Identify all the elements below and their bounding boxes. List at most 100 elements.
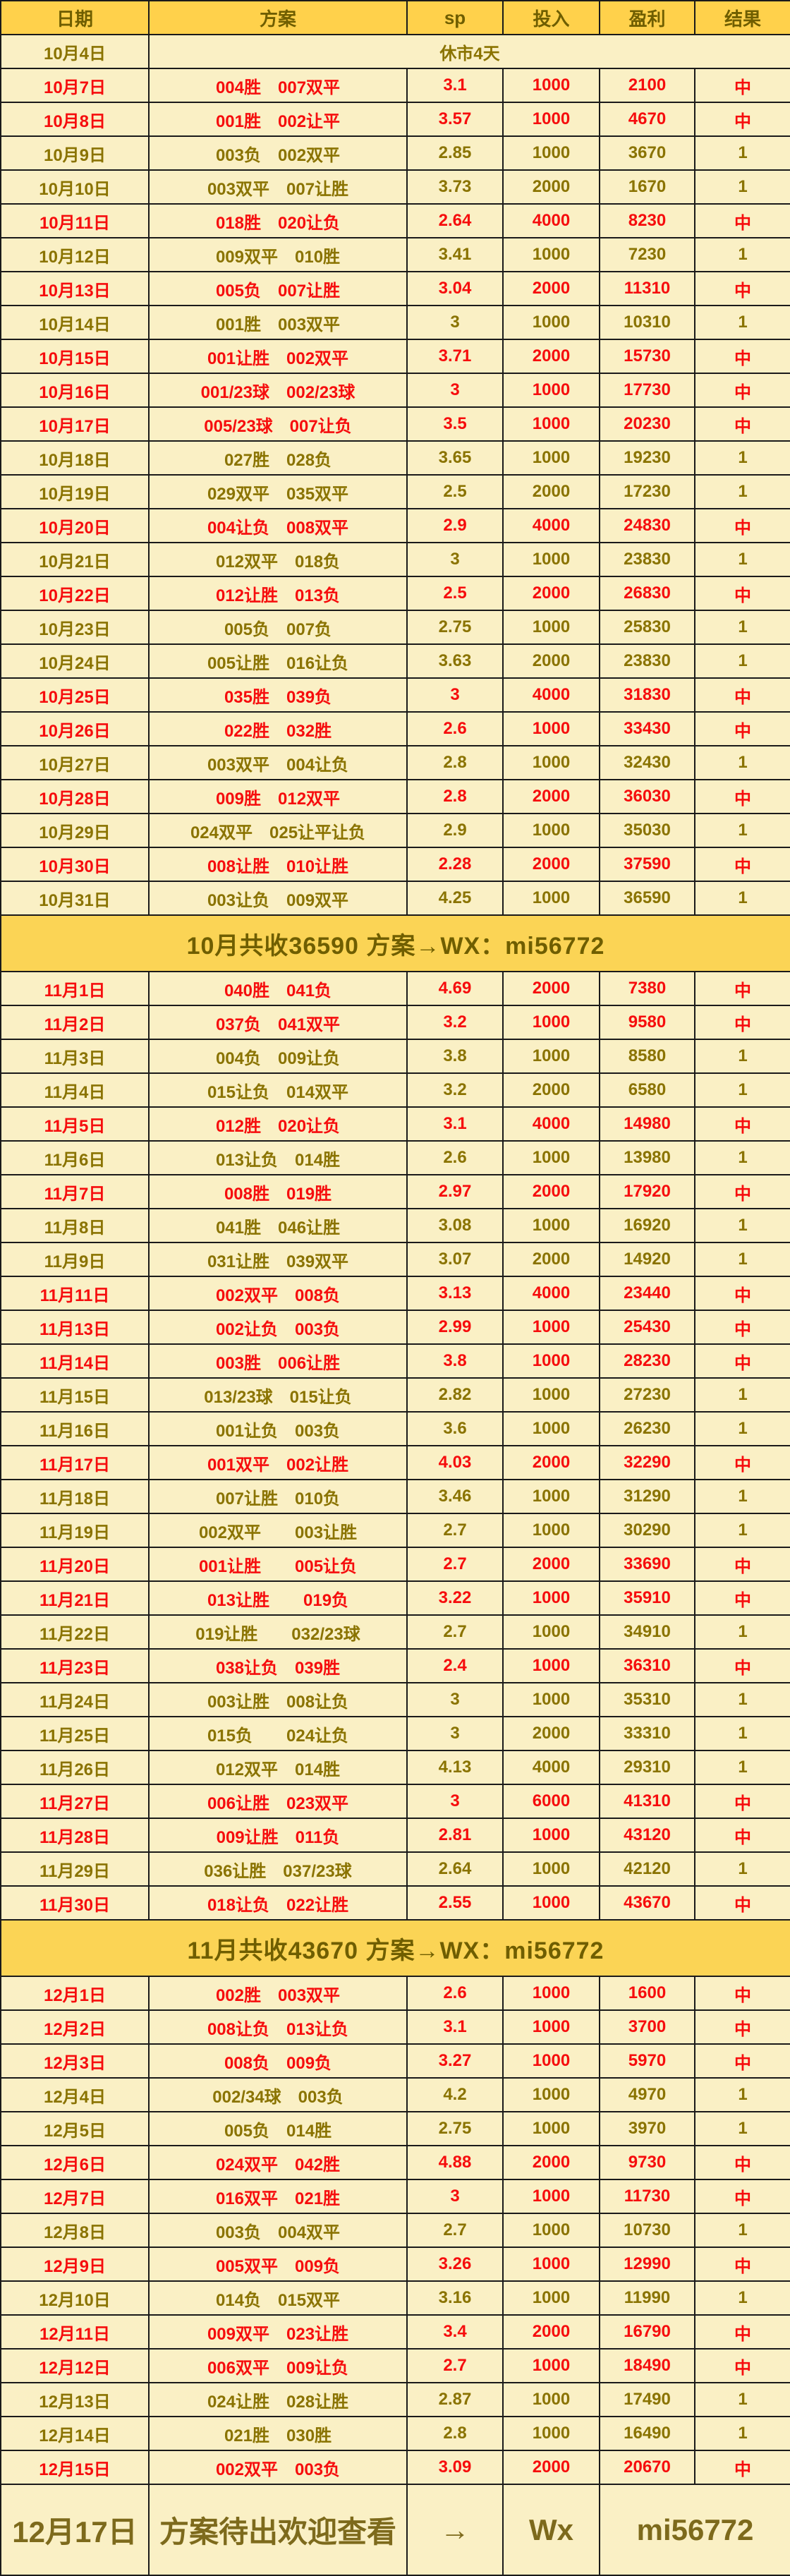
month-summary-row: 11月共收43670 方案→WX：mi56772 <box>0 1919 790 1977</box>
plan-cell: 002双平 003负 <box>148 2450 408 2485</box>
result-cell: 中 <box>694 576 790 611</box>
plan-cell: 002双平 003让胜 <box>148 1513 408 1548</box>
profit-cell: 33690 <box>599 1547 695 1582</box>
date-cell: 11月3日 <box>0 1039 150 1074</box>
table-row: 11月9日 031让胜 039双平 3.07 2000 14920 1 <box>0 1242 790 1277</box>
table-row: 11月2日 037负 041双平 3.2 1000 9580 中 <box>0 1005 790 1040</box>
table-row: 10月26日 022胜 032胜 2.6 1000 33430 中 <box>0 711 790 746</box>
date-cell: 10月29日 <box>0 813 150 848</box>
profit-cell: 8230 <box>599 203 695 238</box>
result-cell: 1 <box>694 2416 790 2451</box>
profit-cell: 16490 <box>599 2416 695 2451</box>
date-cell: 10月22日 <box>0 576 150 611</box>
result-cell: 1 <box>694 2213 790 2248</box>
plan-cell: 036让胜 037/23球 <box>148 1851 408 1887</box>
invest-cell: 4000 <box>502 677 600 713</box>
result-cell: 中 <box>694 508 790 543</box>
plan-cell: 018让负 022让胜 <box>148 1885 408 1921</box>
date-cell: 11月29日 <box>0 1851 150 1887</box>
sp-cell: 2.6 <box>406 1976 504 2011</box>
result-cell: 中 <box>694 1343 790 1379</box>
plan-cell: 015负 024让负 <box>148 1716 408 1751</box>
invest-cell: 1000 <box>502 1648 600 1683</box>
result-cell: 1 <box>694 440 790 476</box>
sp-cell: 4.03 <box>406 1445 504 1480</box>
sp-cell: 2.8 <box>406 779 504 814</box>
plan-cell: 009双平 023让胜 <box>148 2314 408 2350</box>
date-cell: 10月7日 <box>0 68 150 103</box>
invest-cell: 4000 <box>502 1276 600 1311</box>
header-sp: sp <box>406 0 504 35</box>
plan-cell: 006双平 009让负 <box>148 2348 408 2383</box>
header-plan: 方案 <box>148 0 408 35</box>
sp-cell: 3.09 <box>406 2450 504 2485</box>
invest-cell: 1000 <box>502 2077 600 2112</box>
sp-cell: 3.57 <box>406 102 504 137</box>
invest-cell: 4000 <box>502 1106 600 1142</box>
plan-cell: 013让负 014胜 <box>148 1140 408 1175</box>
sp-cell: 2.81 <box>406 1818 504 1853</box>
date-cell: 10月25日 <box>0 677 150 713</box>
table-row: 11月22日 019让胜 032/23球 2.7 1000 34910 1 <box>0 1614 790 1650</box>
sp-cell: 4.69 <box>406 971 504 1006</box>
sp-cell: 3.1 <box>406 1106 504 1142</box>
table-row: 10月13日 005负 007让胜 3.04 2000 11310 中 <box>0 271 790 306</box>
header-result: 结果 <box>694 0 790 35</box>
date-cell: 10月12日 <box>0 237 150 272</box>
plan-cell: 015让负 014双平 <box>148 1072 408 1108</box>
date-cell: 10月30日 <box>0 847 150 882</box>
plan-cell: 037负 041双平 <box>148 1005 408 1040</box>
result-cell: 中 <box>694 1106 790 1142</box>
sp-cell: 3 <box>406 2179 504 2214</box>
sp-cell: 2.5 <box>406 474 504 509</box>
profit-cell: 11990 <box>599 2280 695 2316</box>
result-cell: 中 <box>694 779 790 814</box>
date-cell: 10月4日 <box>0 34 150 69</box>
date-cell: 11月19日 <box>0 1513 150 1548</box>
sp-cell: 3 <box>406 542 504 577</box>
invest-cell: 6000 <box>502 1784 600 1819</box>
invest-cell: 1000 <box>502 1039 600 1074</box>
profit-cell: 1600 <box>599 1976 695 2011</box>
sp-cell: 2.8 <box>406 2416 504 2451</box>
table-row: 10月22日 012让胜 013负 2.5 2000 26830 中 <box>0 576 790 611</box>
plan-cell: 035胜 039负 <box>148 677 408 713</box>
date-cell: 11月24日 <box>0 1682 150 1717</box>
invest-cell: 1000 <box>502 1208 600 1243</box>
plan-cell: 041胜 046让胜 <box>148 1208 408 1243</box>
sp-cell: 3 <box>406 1716 504 1751</box>
profit-cell: 36590 <box>599 881 695 916</box>
invest-cell: 2000 <box>502 1547 600 1582</box>
table-row: 12月11日 009双平 023让胜 3.4 2000 16790 中 <box>0 2314 790 2350</box>
profit-cell: 17230 <box>599 474 695 509</box>
table-row: 11月6日 013让负 014胜 2.6 1000 13980 1 <box>0 1140 790 1175</box>
sp-cell: 3.63 <box>406 643 504 679</box>
invest-cell: 1000 <box>502 813 600 848</box>
result-cell: 中 <box>694 1445 790 1480</box>
profit-cell: 16920 <box>599 1208 695 1243</box>
plan-cell: 008负 009负 <box>148 2043 408 2079</box>
date-cell: 12月2日 <box>0 2009 150 2045</box>
plan-cell: 005负 014胜 <box>148 2111 408 2146</box>
table-row: 12月10日 014负 015双平 3.16 1000 11990 1 <box>0 2280 790 2316</box>
sp-cell: 3.41 <box>406 237 504 272</box>
sp-cell: 2.87 <box>406 2382 504 2417</box>
header-row: 日期 方案 sp 投入 盈利 结果 <box>0 0 790 35</box>
date-cell: 10月17日 <box>0 406 150 442</box>
date-cell: 11月13日 <box>0 1310 150 1345</box>
invest-cell: 1000 <box>502 1310 600 1345</box>
plan-cell: 031让胜 039双平 <box>148 1242 408 1277</box>
plan-cell: 003让负 009双平 <box>148 881 408 916</box>
date-cell: 10月9日 <box>0 135 150 171</box>
plan-cell: 005负 007负 <box>148 610 408 645</box>
arrow-cell: → <box>406 2484 504 2576</box>
date-cell: 11月22日 <box>0 1614 150 1650</box>
summary-text: 10月共收36590 方案→WX：mi56772 <box>0 914 790 972</box>
invest-cell: 1000 <box>502 745 600 780</box>
invest-cell: 1000 <box>502 68 600 103</box>
result-cell: 中 <box>694 68 790 103</box>
sp-cell: 2.64 <box>406 203 504 238</box>
sp-cell: 4.2 <box>406 2077 504 2112</box>
date-cell: 11月27日 <box>0 1784 150 1819</box>
plan-cell: 005/23球 007让负 <box>148 406 408 442</box>
